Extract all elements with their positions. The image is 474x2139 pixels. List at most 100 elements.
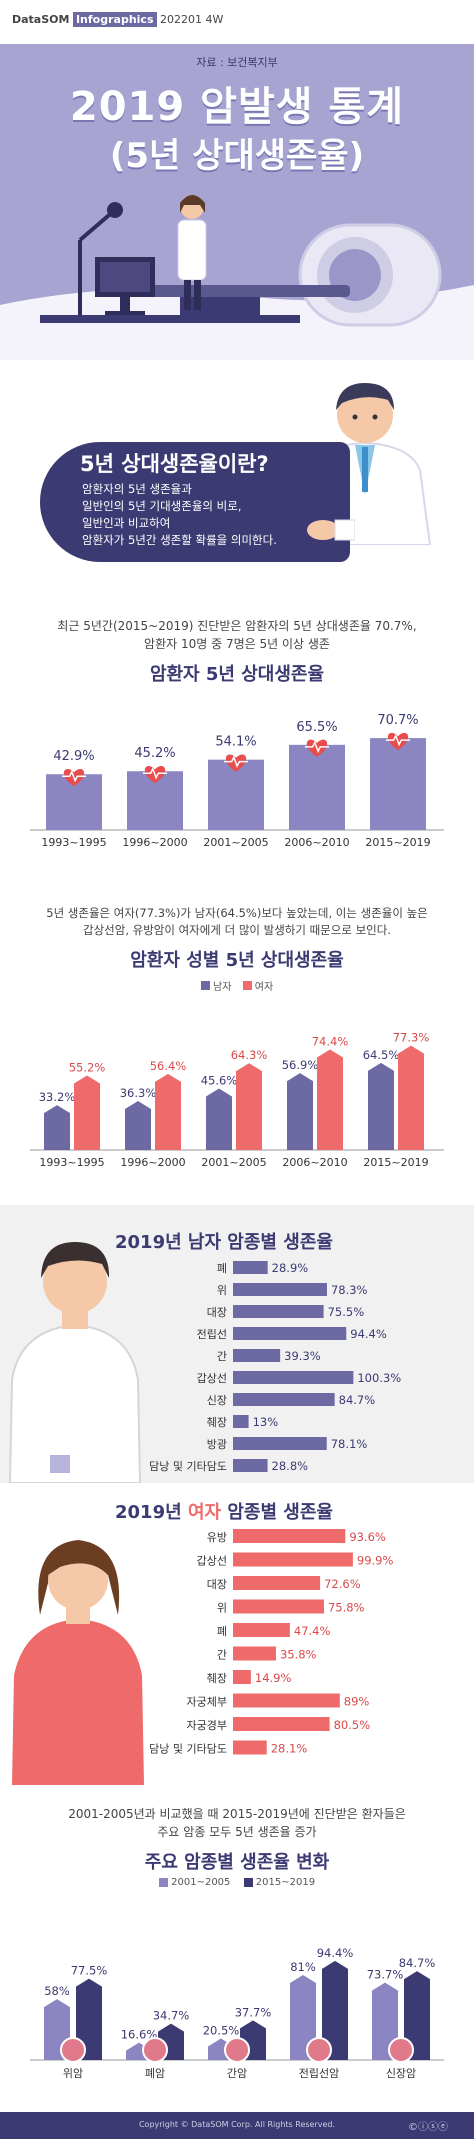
- chart5-category-label: 간암: [227, 2067, 247, 2080]
- definition-line-1: 암환자의 5년 생존율과: [82, 482, 192, 496]
- chart5-label-2015: 34.7%: [153, 2009, 190, 2023]
- female-bar: [233, 1693, 340, 1708]
- section2-intro-1: 5년 생존율은 여자(77.3%)가 남자(64.5%)보다 높았는데, 이는 …: [46, 906, 428, 920]
- chart2-bar-female: [236, 1063, 262, 1150]
- chart5-category-label: 전립선암: [299, 2067, 339, 2080]
- monitor-icon: [95, 257, 155, 315]
- chart2-bar-female: [74, 1075, 100, 1150]
- heart-icon-pulse: [142, 766, 168, 780]
- male-category-label: 췌장: [207, 1416, 227, 1429]
- heart-icon-pulse: [385, 733, 411, 747]
- male-value-label: 78.1%: [331, 1437, 368, 1451]
- section5-title: 주요 암종별 생존율 변화: [144, 1852, 330, 1873]
- female-category-label: 자궁경부: [187, 1719, 227, 1732]
- issue-number: 202201 4W: [160, 13, 224, 26]
- chart1-category-label: 1993~1995: [41, 836, 106, 849]
- male-bar: [233, 1459, 268, 1472]
- chart2-label-male: 56.9%: [282, 1058, 319, 1072]
- legend-female-swatch: [242, 981, 252, 990]
- chart1-bar: [370, 738, 426, 830]
- chart2-label-female: 55.2%: [69, 1060, 106, 1074]
- chart2-label-male: 33.2%: [39, 1090, 76, 1104]
- mri-machine-icon: [150, 223, 442, 327]
- chart2-bar-male: [125, 1100, 151, 1150]
- male-bar: [233, 1415, 249, 1428]
- chart5-category-label: 위암: [63, 2067, 83, 2080]
- legend-a-swatch: [158, 1878, 168, 1887]
- chart5-label-2015: 84.7%: [399, 1956, 436, 1970]
- male-value-label: 94.4%: [350, 1327, 387, 1341]
- chart2-label-female: 74.4%: [312, 1035, 349, 1049]
- male-category-label: 담낭 및 기타담도: [149, 1460, 227, 1473]
- definition-section: 5년 상대생존율이란? 암환자의 5년 생존율과 일반인의 5년 기대생존율의 …: [0, 360, 474, 562]
- organ-icon: [388, 2037, 414, 2063]
- female-value-label: 35.8%: [280, 1648, 317, 1662]
- chart1-value-label: 54.1%: [215, 735, 256, 750]
- woman-figure-icon: [12, 1540, 144, 1785]
- footer-copyright: Copyright © DataSOM Corp. All Rights Res…: [138, 2120, 336, 2129]
- male-category-label: 전립선: [197, 1328, 227, 1341]
- chart2-label-female: 64.3%: [231, 1048, 268, 1062]
- chart2-bar-male: [287, 1073, 313, 1150]
- heart-icon-pulse: [223, 755, 249, 768]
- brand-suffix: Infographics: [72, 12, 157, 27]
- chart2-bar-female: [155, 1073, 181, 1150]
- female-bar: [233, 1717, 330, 1731]
- legend-a-label: 2001~2005: [171, 1877, 231, 1888]
- chart2-bar-male: [368, 1062, 394, 1150]
- chart2-bar-female: [317, 1049, 343, 1150]
- chart2-bar-male: [206, 1088, 232, 1150]
- chart2-category-label: 2001~2005: [201, 1156, 266, 1169]
- male-value-label: 13%: [253, 1415, 279, 1429]
- chart5-label-2015: 77.5%: [71, 1964, 108, 1978]
- female-category-label: 폐: [217, 1625, 227, 1638]
- lamp-icon: [78, 202, 123, 315]
- page-subtitle: (5년 상대생존율): [109, 136, 365, 176]
- male-value-label: 28.9%: [272, 1261, 309, 1275]
- chart1-category-label: 2001~2005: [203, 836, 268, 849]
- female-bar: [233, 1576, 321, 1590]
- definition-box: [40, 442, 350, 562]
- female-bar: [233, 1552, 353, 1567]
- male-cancer-chart: 폐 28.9% 위 78.3% 대장 75.5% 전립선 94.4% 간 39.3% 갑상선 100.…: [149, 1261, 401, 1473]
- footer: [0, 2112, 474, 2139]
- section4-title-year: 2019년: [115, 1502, 182, 1523]
- chart1-category-label: 2015~2019: [365, 836, 430, 849]
- chart2-label-female: 77.3%: [393, 1031, 430, 1045]
- definition-line-2: 일반인의 5년 기대생존율의 비로,: [82, 499, 242, 513]
- section2-title: 암환자 성별 5년 상대생존율: [130, 950, 344, 971]
- male-bar: [233, 1349, 281, 1362]
- man-figure-icon: [8, 1242, 142, 1483]
- male-bar: [233, 1283, 327, 1296]
- female-bar: [233, 1599, 324, 1614]
- female-value-label: 28.1%: [271, 1742, 308, 1756]
- female-category-label: 대장: [207, 1578, 227, 1591]
- chart5-label-2001: 16.6%: [121, 2028, 158, 2042]
- section2-intro-2: 갑상선암, 유방암이 여자에게 더 많이 발생하기 때문으로 보인다.: [83, 923, 391, 937]
- female-value-label: 47.4%: [294, 1624, 331, 1638]
- section3-title: 2019년 남자 암종별 생존율: [115, 1232, 333, 1253]
- male-category-label: 대장: [207, 1306, 227, 1319]
- chart5-bar-2015: [404, 1971, 430, 2060]
- page-title: 2019 암발생 통계: [69, 84, 405, 130]
- male-category-label: 신장: [207, 1394, 227, 1407]
- male-category-label: 폐: [217, 1262, 227, 1275]
- chart5-category-label: 신장암: [386, 2067, 416, 2080]
- female-value-label: 72.6%: [324, 1577, 361, 1591]
- chart5-label-2001: 58%: [44, 1984, 70, 1998]
- chart2-bar-female: [398, 1045, 424, 1150]
- chart1-value-label: 65.5%: [296, 720, 337, 735]
- male-value-label: 84.7%: [339, 1393, 376, 1407]
- female-category-label: 간: [217, 1649, 227, 1662]
- section1-title: 암환자 5년 상대생존율: [149, 664, 325, 685]
- heart-icon-pulse: [61, 769, 87, 783]
- section1-intro-2: 암환자 10명 중 7명은 5년 이상 생존: [144, 637, 330, 651]
- female-cancer-chart: 유방 93.6% 갑상선 99.9% 대장 72.6% 위 75.8% 폐 47.4% 간 35.8%…: [149, 1529, 394, 1756]
- organ-icon: [224, 2037, 250, 2063]
- chart5-bar-2001: [290, 1974, 316, 2060]
- legend-b-label: 2015~2019: [255, 1877, 316, 1888]
- female-value-label: 99.9%: [357, 1554, 394, 1568]
- chart1-value-label: 45.2%: [134, 746, 175, 761]
- chart2-category-label: 1996~2000: [120, 1156, 185, 1169]
- female-category-label: 췌장: [207, 1672, 227, 1685]
